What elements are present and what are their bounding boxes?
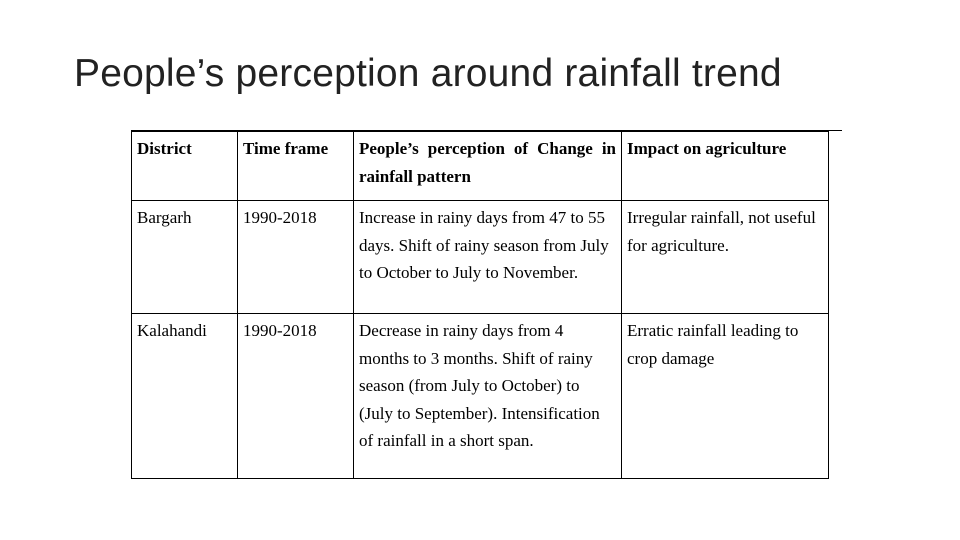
header-row: District Time frame People’s perception of… [131, 131, 829, 201]
table-cell: 1990-2018 [237, 313, 354, 479]
table-row: Kalahandi 1990-2018 Decrease in rainy days… [131, 313, 829, 479]
table-cell: Bargarh [131, 200, 238, 314]
table-cell: Decrease in rainy days from 4 months to … [353, 313, 622, 479]
table-cell: Kalahandi [131, 313, 238, 479]
table-cell: Irregular rainfall, not useful for agric… [621, 200, 829, 314]
perception-table: District Time frame People’s perception of… [131, 131, 829, 479]
table-cell: Erratic rainfall leading to crop damage [621, 313, 829, 479]
table-row: Bargarh 1990-2018 Increase in rainy days f… [131, 200, 829, 314]
header-cell: People’s perception of Change in rainfal… [353, 131, 622, 201]
header-cell: Time frame [237, 131, 354, 201]
table-cell: Increase in rainy days from 47 to 55 day… [353, 200, 622, 314]
slide-title: People’s perception around rainfall tren… [74, 52, 782, 95]
header-cell: Impact on agriculture [621, 131, 829, 201]
table-cell: 1990-2018 [237, 200, 354, 314]
table-rule [131, 130, 842, 131]
header-cell: District [131, 131, 238, 201]
